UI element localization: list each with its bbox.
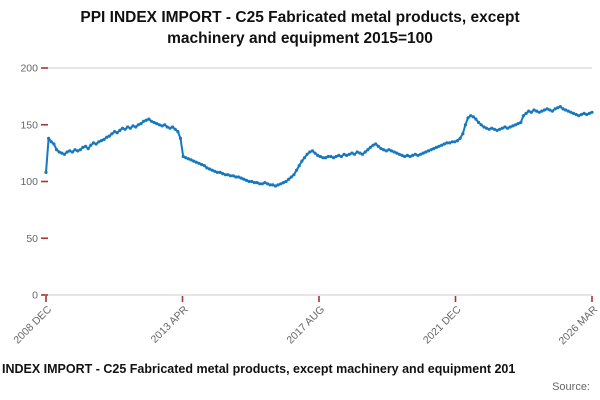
x-tick-label: 2013 APR <box>149 303 191 345</box>
x-tick-label: 2008 DEC <box>11 303 54 346</box>
chart-footer-title: INDEX IMPORT - C25 Fabricated metal prod… <box>2 362 516 376</box>
x-tick-label: 2021 DEC <box>421 303 464 346</box>
x-tick-label: 2017 AUG <box>284 304 327 347</box>
series-line <box>45 105 593 187</box>
y-tick-label: 150 <box>20 119 38 131</box>
y-tick-label: 0 <box>32 290 38 302</box>
line-chart: 0 50 100 150 200 2008 DEC 2013 APR 2017 AUG 2021… <box>11 63 600 348</box>
chart-title: PPI INDEX IMPORT - C25 Fabricated metal … <box>80 9 520 47</box>
series-markers <box>44 105 594 188</box>
y-tick-label: 50 <box>26 233 38 245</box>
y-tick-label: 200 <box>20 63 38 75</box>
x-tick-label: 2026 MAR <box>557 303 600 347</box>
y-tick-label: 100 <box>20 176 38 188</box>
source-label: Source: <box>552 381 590 393</box>
